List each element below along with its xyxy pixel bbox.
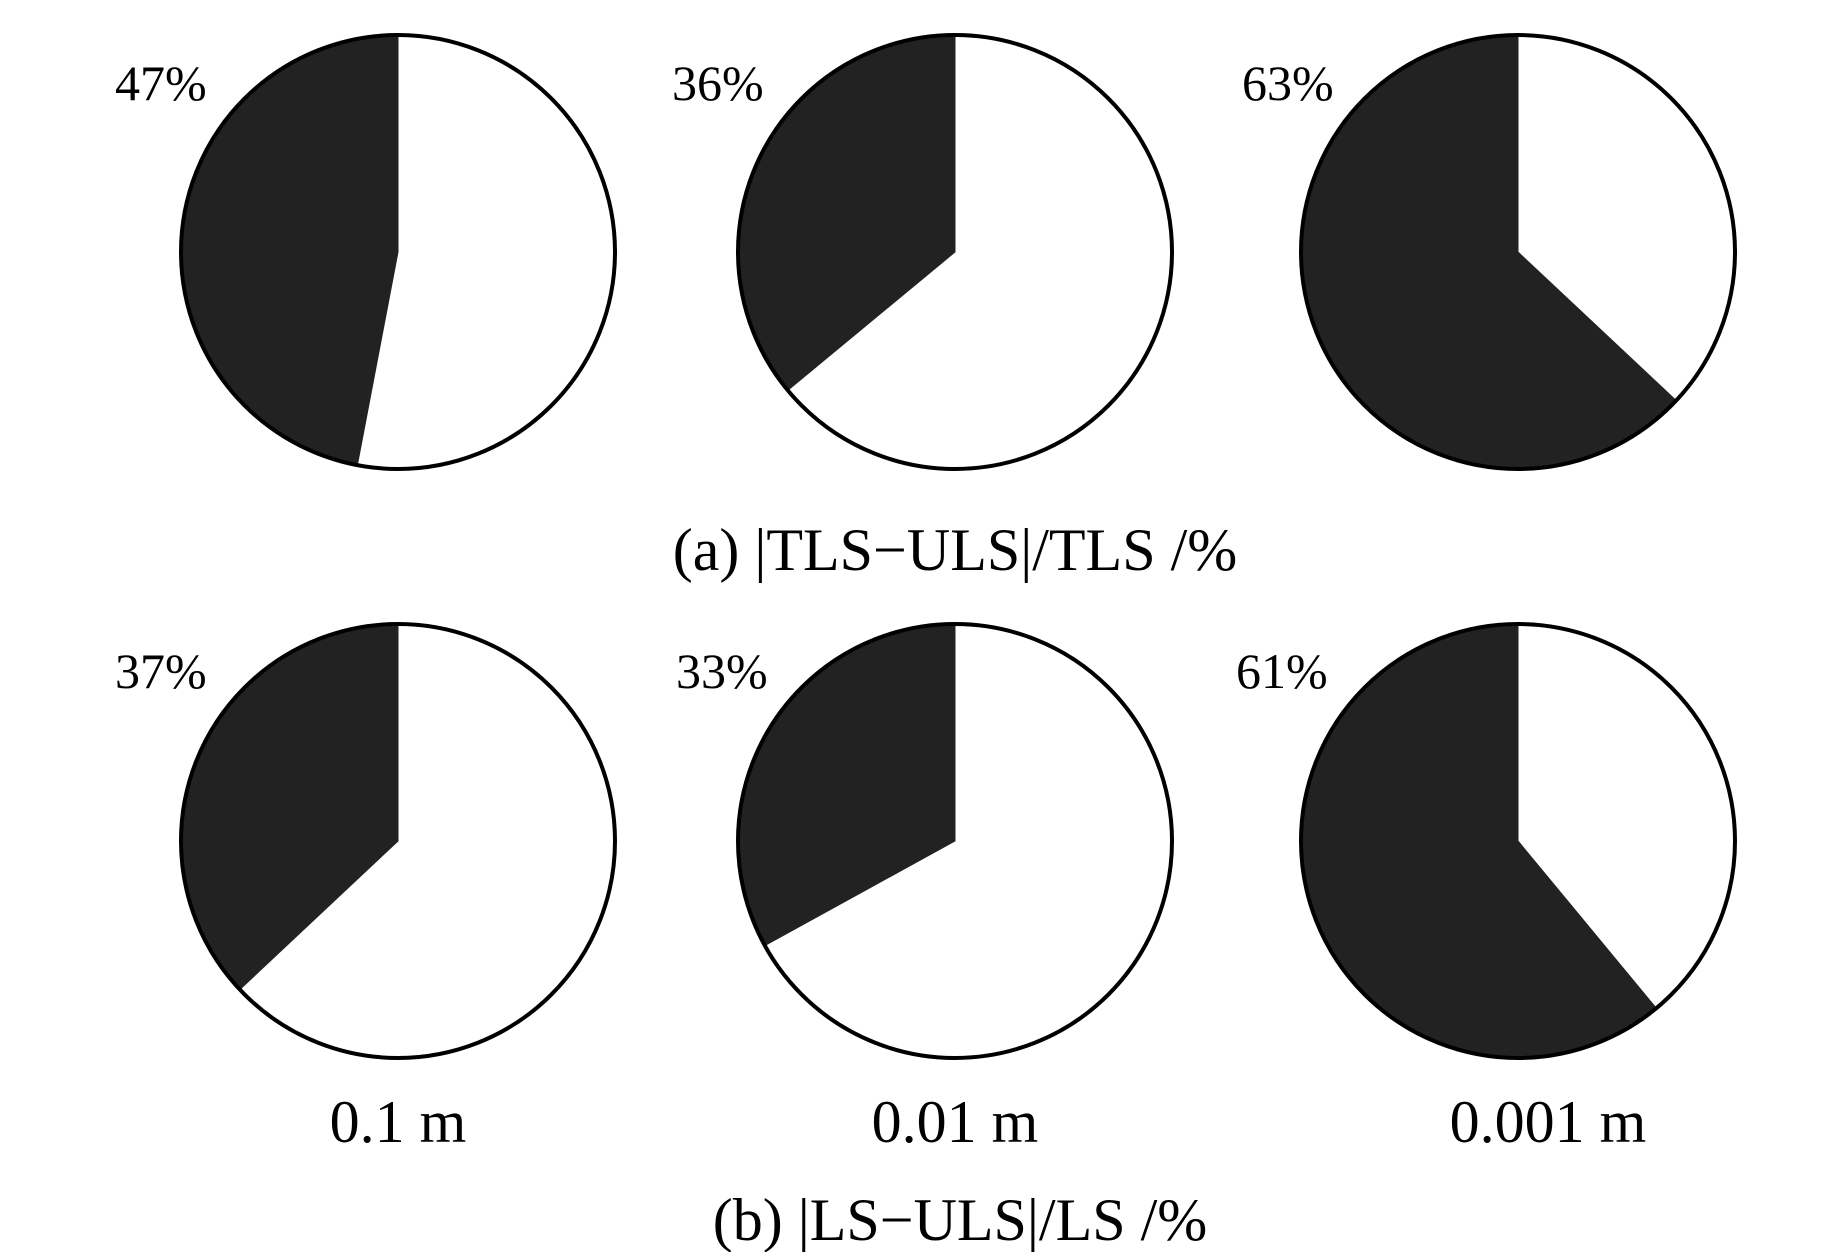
pie-b-2-resolution-label: 0.001 m (1450, 1089, 1647, 1155)
pie-a-1-outline (736, 33, 1174, 471)
pie-b-0-value-label: 37% (115, 643, 207, 699)
pie-b-0: 37% 0.1 m (115, 622, 617, 1155)
pie-a-1: 36% (672, 33, 1174, 471)
pie-a-2-value-label: 63% (1242, 55, 1334, 111)
pie-b-2: 61% 0.001 m (1236, 622, 1737, 1155)
pie-b-1-resolution-label: 0.01 m (872, 1089, 1039, 1155)
panel-b: 37% 0.1 m 33% 0.01 m 61% 0.001 m (b) |LS… (115, 622, 1737, 1252)
pie-a-0: 47% (115, 33, 617, 471)
pie-b-2-outline (1299, 622, 1737, 1060)
pie-b-0-outline (179, 622, 617, 1060)
pie-a-1-value-label: 36% (672, 55, 764, 111)
pie-b-0-resolution-label: 0.1 m (330, 1089, 467, 1155)
pie-a-2: 63% (1242, 33, 1737, 471)
pie-b-1-value-label: 33% (676, 643, 768, 699)
panel-b-caption: (b) |LS−ULS|/LS /% (713, 1187, 1208, 1252)
pie-b-1: 33% 0.01 m (676, 622, 1174, 1155)
pie-a-2-outline (1299, 33, 1737, 471)
pie-b-1-outline (736, 622, 1174, 1060)
panel-a-caption: (a) |TLS−ULS|/TLS /% (673, 517, 1237, 583)
pie-a-0-value-label: 47% (115, 55, 207, 111)
pie-a-0-outline (179, 33, 617, 471)
pie-b-2-value-label: 61% (1236, 643, 1328, 699)
panel-a: 47% 36% 63% (a) |TLS−ULS|/TLS /% (115, 33, 1737, 583)
pie-a-0-share-slice (180, 34, 399, 466)
